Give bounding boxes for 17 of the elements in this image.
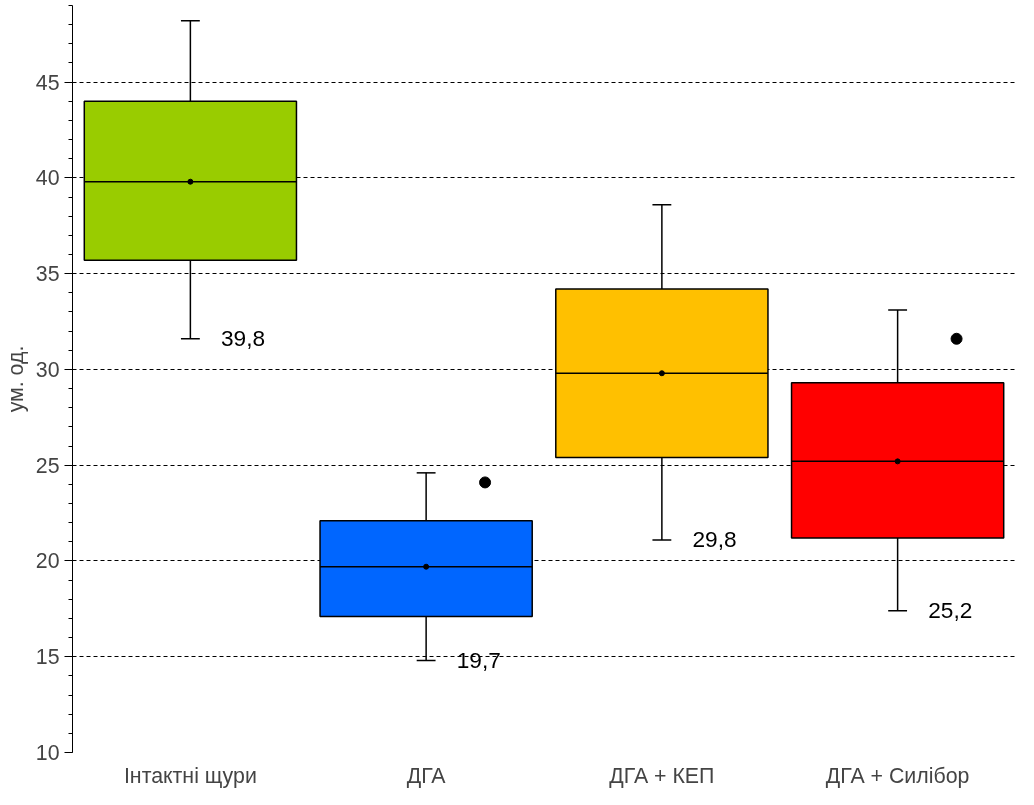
x-tick-label: ДГА + КЕП bbox=[609, 763, 715, 788]
y-tick-label: 30 bbox=[35, 357, 60, 382]
text: 29,8 bbox=[692, 526, 737, 553]
text: 39,8 bbox=[221, 325, 266, 352]
x-tick-label: ДГА + Силібор bbox=[825, 763, 970, 788]
y-tick-label: 35 bbox=[35, 262, 60, 287]
text: 25,2 bbox=[928, 597, 973, 624]
y-axis-title: ум. од. bbox=[3, 345, 28, 413]
y-tick-label: 15 bbox=[35, 645, 60, 670]
y-tick-label: 40 bbox=[35, 166, 60, 191]
y-tick-label: 10 bbox=[35, 741, 60, 765]
text: 19,7 bbox=[456, 647, 501, 674]
y-tick-label: 25 bbox=[35, 453, 60, 478]
x-tick-label: ДГА bbox=[406, 763, 447, 788]
y-tick-label: 45 bbox=[35, 70, 60, 95]
x-tick-label: Інтактні щури bbox=[123, 763, 257, 788]
y-tick-label: 20 bbox=[35, 549, 60, 574]
